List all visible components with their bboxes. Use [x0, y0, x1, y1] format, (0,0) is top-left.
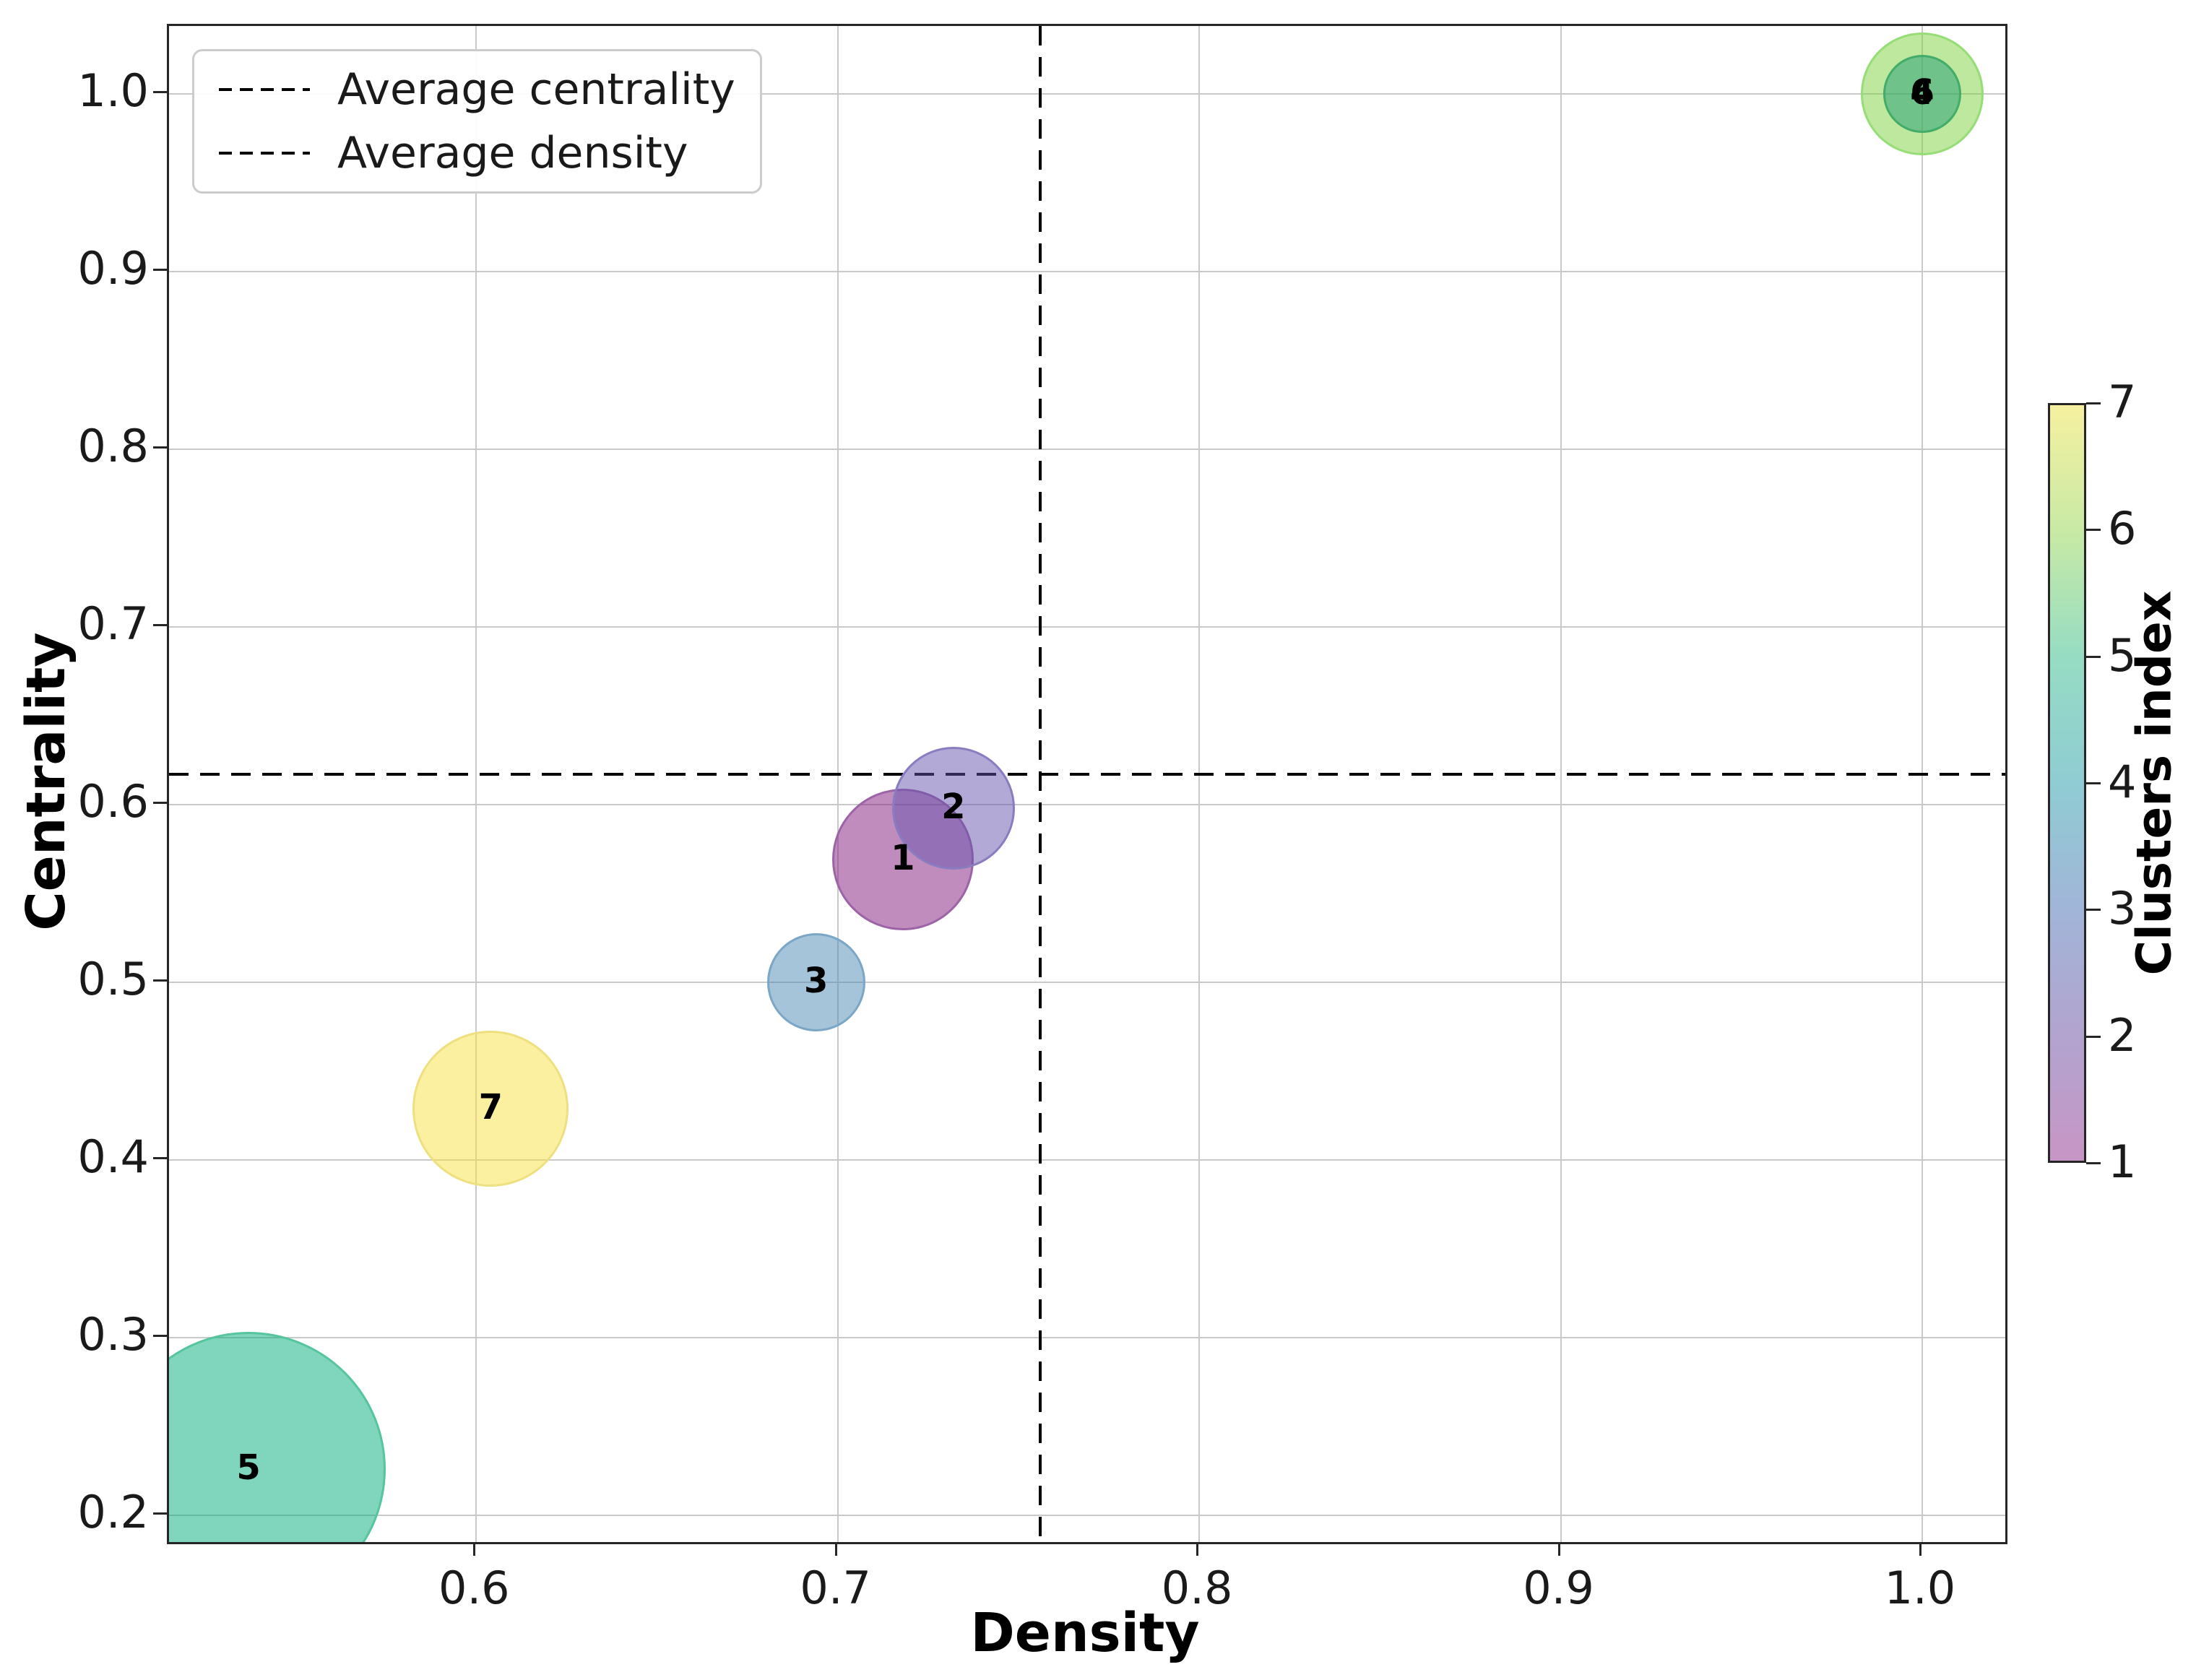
y-gridline [169, 625, 2005, 628]
colorbar-tick-mark [2086, 1162, 2101, 1164]
cluster-bubble [766, 932, 865, 1031]
average-density-line [1038, 26, 1042, 1542]
y-tick-label: 0.4 [77, 1130, 149, 1183]
y-tick-label: 0.9 [77, 241, 149, 295]
cluster-bubble [891, 746, 1015, 870]
x-gridline [837, 26, 839, 1542]
cluster-bubble [1882, 54, 1961, 133]
colorbar-tick-mark [2086, 909, 2101, 912]
y-axis-label: Centrality [15, 632, 77, 931]
y-tick-mark [153, 1335, 167, 1338]
y-tick-mark [153, 268, 167, 271]
y-tick-mark [153, 90, 167, 93]
y-tick-label: 1.0 [77, 64, 149, 117]
cluster-label: 7 [478, 1086, 503, 1127]
cluster-bubble [169, 1332, 386, 1542]
colorbar-tick-label: 6 [2108, 502, 2137, 555]
x-tick-mark [1557, 1542, 1560, 1556]
y-gridline [169, 270, 2005, 272]
colorbar-tick-label: 7 [2108, 376, 2137, 429]
y-tick-mark [153, 1512, 167, 1515]
y-tick-mark [153, 1156, 167, 1159]
y-gridline [169, 1337, 2005, 1339]
x-tick-mark [1196, 1542, 1199, 1556]
x-gridline [1560, 26, 1562, 1542]
y-tick-label: 0.5 [77, 952, 149, 1005]
cluster-label: 4 [1910, 72, 1935, 113]
y-tick-label: 0.6 [77, 774, 149, 828]
y-tick-mark [153, 979, 167, 982]
x-gridline [1921, 26, 1923, 1542]
cluster-label: 3 [804, 960, 829, 1001]
legend-label: Average density [337, 128, 688, 178]
x-tick-mark [473, 1542, 476, 1556]
y-gridline [169, 803, 2005, 805]
colorbar [2048, 403, 2086, 1163]
cluster-label: 6 [1910, 72, 1935, 113]
cluster-label: 1 [891, 837, 915, 878]
colorbar-tick-mark [2086, 782, 2101, 784]
y-tick-label: 0.3 [77, 1308, 149, 1361]
legend-item-average-density: Average density [194, 128, 760, 178]
cluster-label: 5 [236, 1447, 261, 1488]
y-tick-mark [153, 801, 167, 804]
colorbar-tick-mark [2086, 529, 2101, 532]
colorbar-tick-label: 1 [2108, 1135, 2137, 1189]
colorbar-tick-mark [2086, 1035, 2101, 1038]
colorbar-tick-mark [2086, 402, 2101, 404]
colorbar-tick-label: 4 [2108, 755, 2137, 809]
x-tick-mark [834, 1542, 837, 1556]
legend-label: Average centrality [337, 64, 735, 115]
colorbar-tick-label: 5 [2108, 628, 2137, 682]
average-centrality-line [169, 772, 2005, 776]
x-tick-label: 0.8 [1161, 1562, 1233, 1614]
y-tick-mark [153, 623, 167, 626]
y-gridline [169, 981, 2005, 983]
cluster-bubble [412, 1030, 569, 1187]
legend-item-average-centrality: Average centrality [194, 64, 760, 115]
x-tick-label: 0.9 [1523, 1562, 1594, 1614]
cluster-bubble [1860, 32, 1984, 155]
y-gridline [169, 1515, 2005, 1517]
legend: Average centrality Average density [192, 49, 762, 194]
y-tick-label: 0.7 [77, 597, 149, 650]
y-tick-label: 0.8 [77, 419, 149, 472]
colorbar-tick-mark [2086, 655, 2101, 658]
x-gridline [475, 26, 477, 1542]
x-axis-label: Density [970, 1602, 1200, 1664]
x-gridline [1198, 26, 1201, 1542]
y-tick-label: 0.2 [77, 1486, 149, 1539]
x-tick-mark [1919, 1542, 1922, 1556]
x-tick-label: 0.7 [800, 1562, 872, 1614]
y-gridline [169, 1159, 2005, 1161]
x-tick-label: 0.6 [438, 1562, 510, 1614]
colorbar-label: Clusters index [2126, 590, 2182, 976]
y-tick-mark [153, 446, 167, 449]
colorbar-tick-label: 3 [2108, 882, 2137, 935]
x-tick-label: 1.0 [1884, 1562, 1956, 1614]
colorbar-tick-label: 2 [2108, 1008, 2137, 1062]
cluster-label: 2 [941, 786, 966, 827]
dashed-line-icon [219, 88, 310, 91]
y-gridline [169, 448, 2005, 450]
dashed-line-icon [219, 152, 310, 155]
y-gridline [169, 92, 2005, 95]
